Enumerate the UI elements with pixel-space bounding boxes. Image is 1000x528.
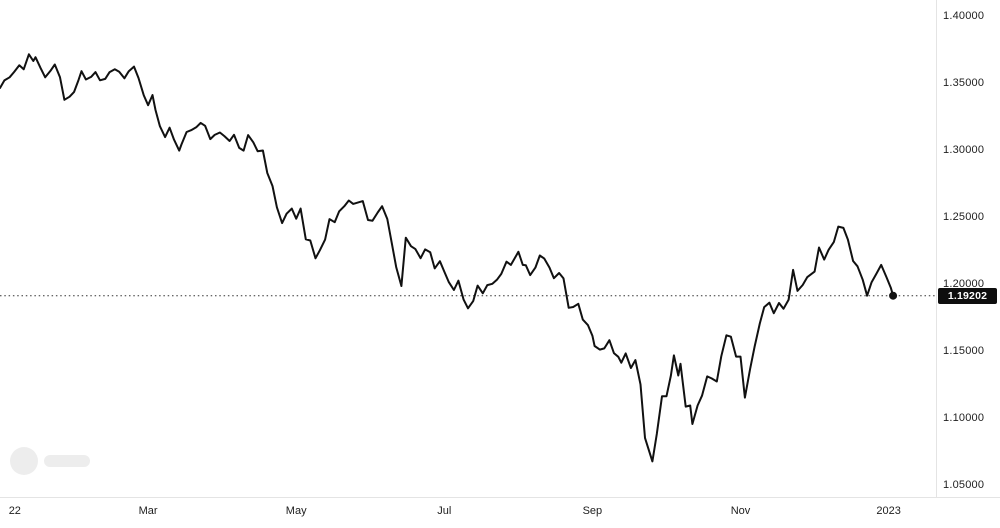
- last-price-marker: [889, 291, 898, 300]
- x-axis-label: Nov: [730, 505, 751, 517]
- price-axis: 1.40000 1.35000 1.30000 1.25000 1.20000 1.150…: [943, 0, 1000, 497]
- time-axis: 22 Mar May Jul Sep Nov 2023: [0, 498, 1000, 528]
- x-axis-label: Mar: [138, 505, 158, 517]
- price-axis-separator: [936, 0, 937, 497]
- y-axis-label: 1.20000: [943, 278, 985, 290]
- y-axis-label: 1.05000: [943, 479, 985, 491]
- x-axis-label: 22: [8, 505, 21, 517]
- y-axis-label: 1.25000: [943, 211, 985, 223]
- price-line-series: [0, 53, 895, 463]
- y-axis-label: 1.35000: [943, 77, 985, 89]
- x-axis-label: 2023: [876, 505, 901, 517]
- watermark-logo: [10, 447, 90, 475]
- time-axis-separator: [0, 497, 1000, 498]
- y-axis-label: 1.15000: [943, 345, 985, 357]
- x-axis-label: Jul: [437, 505, 452, 517]
- y-axis-label: 1.30000: [943, 144, 985, 156]
- x-axis-label: May: [285, 505, 307, 517]
- last-price-badge: 1.19202: [938, 287, 997, 304]
- chart-plot-area[interactable]: [0, 0, 936, 497]
- y-axis-label: 1.10000: [943, 412, 985, 424]
- y-axis-label: 1.40000: [943, 10, 985, 22]
- x-axis-label: Sep: [582, 505, 603, 517]
